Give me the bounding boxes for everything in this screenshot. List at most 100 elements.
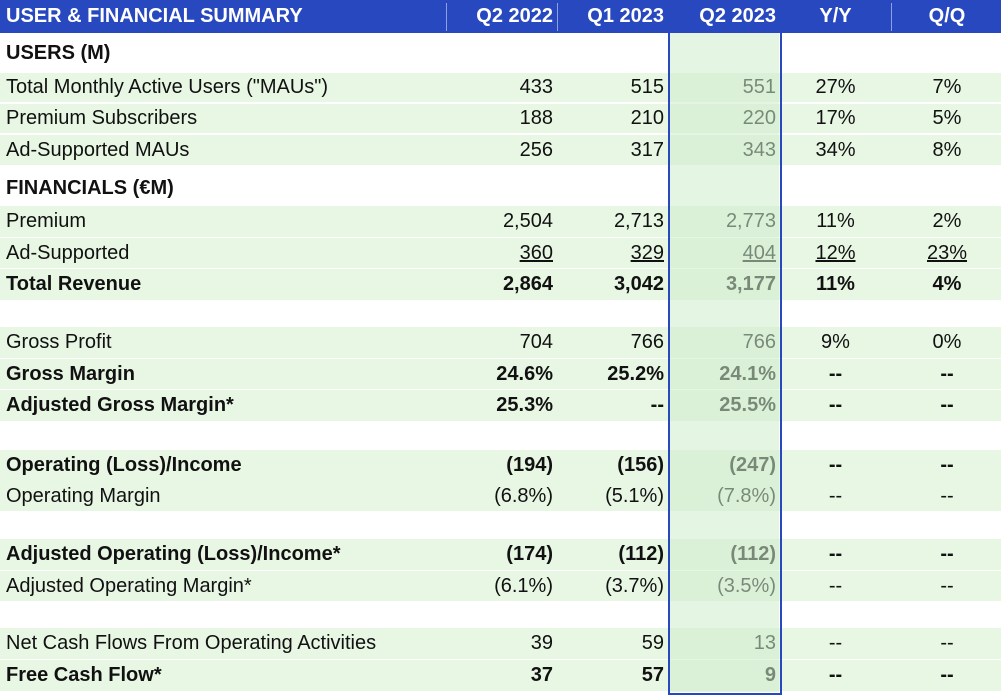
cell-value: --	[828, 484, 843, 507]
cell-value: 23%	[926, 241, 968, 264]
row-label: Adjusted Operating Margin*	[6, 574, 252, 597]
cell-value: --	[940, 362, 954, 385]
cell-value: 360	[519, 241, 553, 264]
cell-q2-2023: 3,177	[670, 269, 776, 300]
cell-value: --	[940, 394, 954, 416]
cell-value: 2,773	[725, 210, 776, 232]
table-row: USERS (M)	[0, 35, 1001, 71]
cell-value: 37	[530, 664, 553, 686]
cell-q1-2023: (3.7%)	[558, 571, 664, 601]
cell-value: 25.2%	[607, 362, 664, 385]
cell-value: (5.1%)	[605, 484, 664, 507]
cell-q2-2023: 766	[670, 327, 776, 358]
header-divider	[446, 3, 447, 31]
cell-value: (112)	[730, 543, 776, 565]
cell-value: --	[940, 454, 954, 476]
cell-qq	[893, 601, 1001, 628]
cell-q2-2023: 13	[670, 628, 776, 659]
cell-value: 317	[630, 138, 664, 161]
cell-value: 515	[630, 76, 664, 98]
cell-q1-2023	[558, 300, 664, 327]
table-row: Total Monthly Active Users ("MAUs") 433 51…	[0, 73, 1001, 102]
cell-q1-2023: (5.1%)	[558, 481, 664, 511]
cell-q2-2022: 39	[447, 628, 553, 659]
cell-value: 766	[742, 331, 776, 353]
cell-q2-2022	[447, 421, 553, 448]
cell-value: (6.8%)	[494, 484, 553, 507]
cell-yy: --	[783, 481, 888, 511]
cell-q1-2023: --	[558, 390, 664, 421]
cell-q1-2023: 25.2%	[558, 359, 664, 389]
cell-yy: 9%	[783, 327, 888, 358]
cell-yy: --	[783, 359, 888, 389]
cell-q1-2023: 2,713	[558, 206, 664, 237]
cell-q1-2023: 210	[558, 104, 664, 133]
header-divider	[891, 3, 892, 31]
cell-q1-2023: (156)	[558, 450, 664, 481]
cell-qq	[893, 421, 1001, 448]
table-row: Gross Profit 704 766 766 9% 0%	[0, 327, 1001, 358]
row-label: Free Cash Flow*	[6, 664, 162, 686]
table-row	[0, 300, 1001, 327]
table-row: Operating Margin (6.8%) (5.1%) (7.8%) -- --	[0, 481, 1001, 511]
cell-value: --	[828, 543, 843, 565]
cell-value: 256	[519, 138, 553, 161]
cell-yy: --	[783, 660, 888, 691]
cell-qq: 23%	[893, 238, 1001, 268]
table-row	[0, 511, 1001, 539]
cell-value: 404	[742, 241, 776, 264]
row-label: Gross Margin	[6, 362, 135, 385]
cell-value: 3,177	[725, 273, 776, 295]
cell-q2-2023: 404	[670, 238, 776, 268]
cell-q2-2023: (3.5%)	[670, 571, 776, 601]
cell-q2-2023: (247)	[670, 450, 776, 481]
cell-yy: 34%	[783, 135, 888, 165]
cell-yy: 12%	[783, 238, 888, 268]
cell-value: 13	[753, 632, 776, 654]
cell-value: 24.1%	[719, 362, 776, 385]
cell-q1-2023: 57	[558, 660, 664, 691]
cell-value: --	[940, 484, 954, 507]
cell-value: 220	[742, 107, 776, 129]
header-divider	[668, 3, 669, 31]
cell-value: 7%	[932, 76, 962, 98]
cell-q2-2022: (174)	[447, 539, 553, 570]
cell-value: --	[828, 454, 843, 476]
row-label: FINANCIALS (€M)	[6, 177, 174, 199]
cell-qq: 8%	[893, 135, 1001, 165]
cell-value: 188	[519, 107, 553, 129]
cell-q1-2023: 59	[558, 628, 664, 659]
cell-value: 5%	[932, 107, 962, 129]
cell-value: 433	[519, 76, 553, 98]
cell-q2-2023: 24.1%	[670, 359, 776, 389]
cell-value: 343	[742, 138, 776, 161]
cell-qq: --	[893, 628, 1001, 659]
cell-yy: 11%	[783, 206, 888, 237]
cell-q2-2022	[447, 300, 553, 327]
header-divider	[780, 3, 781, 31]
cell-q2-2022: (194)	[447, 450, 553, 481]
col-header-q2-2023: Q2 2023	[699, 5, 776, 27]
col-header-qq: Q/Q	[928, 5, 966, 27]
cell-yy	[783, 35, 888, 71]
cell-q1-2023: 515	[558, 73, 664, 102]
table-row: FINANCIALS (€M)	[0, 172, 1001, 205]
cell-value: (174)	[506, 543, 553, 565]
table-row	[0, 421, 1001, 448]
cell-q2-2023: 9	[670, 660, 776, 691]
row-label: Premium	[6, 210, 87, 232]
cell-value: --	[828, 394, 843, 416]
cell-qq: 5%	[893, 104, 1001, 133]
table-row: Adjusted Operating Margin* (6.1%) (3.7%) (3…	[0, 571, 1001, 601]
table-row	[0, 601, 1001, 628]
cell-q1-2023: 766	[558, 327, 664, 358]
table-header: USER & FINANCIAL SUMMARY Q2 2022 Q1 2023…	[0, 0, 1001, 33]
cell-q2-2022	[447, 35, 553, 71]
cell-yy: --	[783, 539, 888, 570]
cell-value: 25.5%	[719, 394, 776, 416]
cell-qq: 7%	[893, 73, 1001, 102]
cell-q2-2023: 343	[670, 135, 776, 165]
cell-value: --	[828, 362, 843, 385]
row-label: Net Cash Flows From Operating Activities	[6, 632, 377, 654]
col-header-q2-2022: Q2 2022	[476, 5, 553, 27]
